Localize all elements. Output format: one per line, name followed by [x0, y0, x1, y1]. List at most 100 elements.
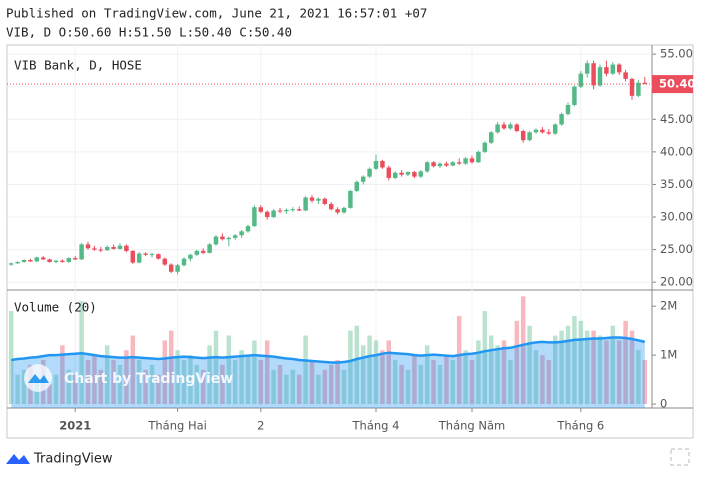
candle-body: [124, 245, 129, 251]
volume-bar: [392, 360, 398, 405]
volume-bar: [367, 335, 372, 405]
volume-bar: [418, 364, 424, 405]
volume-bar: [584, 330, 590, 405]
volume-bar: [360, 345, 366, 405]
volume-bar: [386, 340, 392, 405]
candle-body: [111, 246, 116, 249]
volume-bar: [508, 360, 513, 405]
volume-bar: [328, 364, 334, 405]
volume-bar: [200, 369, 206, 405]
candle-body: [514, 124, 520, 132]
candle-body: [476, 151, 481, 163]
candle-body: [34, 257, 40, 262]
x-tick-label: Tháng Hai: [147, 419, 207, 433]
volume-y-tick-label: 2M: [660, 299, 677, 313]
symbol-title: VIB Bank, D, HOSE: [14, 58, 142, 73]
candle-body: [66, 258, 72, 262]
volume-bar: [15, 374, 20, 405]
candle-body: [444, 163, 449, 166]
volume-bar: [380, 350, 385, 405]
volume-bar: [629, 330, 635, 405]
candle-body: [552, 124, 558, 134]
volume-bar: [8, 311, 14, 405]
candle-body: [213, 236, 219, 245]
volume-bar: [188, 355, 193, 405]
volume-bar: [85, 360, 91, 405]
candle-body: [565, 104, 571, 115]
volume-y-tick-label: 0: [660, 397, 667, 411]
volume-bar: [181, 360, 187, 405]
candle-body: [322, 198, 328, 204]
volume-bar: [245, 355, 251, 405]
volume-bar: [527, 325, 532, 405]
volume-bar: [597, 335, 603, 405]
candle-body: [450, 162, 456, 166]
candle-body: [469, 158, 475, 163]
candle-body: [53, 260, 59, 262]
volume-bar: [226, 335, 232, 405]
volume-bar: [488, 335, 494, 405]
volume-bar: [444, 355, 449, 405]
candle-body: [584, 63, 590, 74]
candle-body: [85, 244, 91, 249]
candle-body: [162, 258, 168, 265]
volume-bar: [546, 360, 552, 405]
watermark: Chart by TradingView: [24, 364, 233, 392]
candle-body: [245, 226, 251, 232]
volume-bar: [130, 335, 136, 405]
volume-bar: [642, 360, 648, 405]
chart-frame: [6, 44, 694, 439]
volume-bar: [476, 340, 481, 405]
volume-bar: [437, 364, 443, 405]
price-pane: 50.40: [7, 60, 695, 275]
volume-ma-line: [11, 336, 646, 364]
candle-body: [40, 257, 46, 260]
volume-bar: [610, 325, 616, 405]
volume-bar: [168, 330, 174, 405]
candle-body: [508, 124, 513, 129]
candle-body: [194, 250, 200, 255]
candle-body: [258, 207, 264, 212]
volume-bar: [213, 330, 219, 405]
candle-body: [373, 160, 379, 169]
volume-bar: [431, 360, 436, 405]
candle-body: [28, 260, 33, 262]
candle-body: [220, 236, 225, 240]
volume-bar: [47, 384, 52, 405]
volume-bar: [604, 340, 609, 405]
candle-body: [277, 210, 283, 212]
y-tick-label: 35.00: [660, 177, 693, 191]
candle-body: [200, 250, 206, 253]
volume-bar: [264, 340, 270, 405]
candle-body: [392, 172, 398, 178]
watermark-text: Chart by TradingView: [64, 371, 233, 387]
volume-bar: [636, 350, 641, 405]
fullscreen-icon[interactable]: [670, 448, 690, 466]
volume-bar: [424, 345, 430, 405]
footer-brand[interactable]: TradingView: [33, 452, 113, 467]
candle-body: [188, 254, 193, 259]
volume-bar: [72, 374, 78, 405]
candle-body: [463, 158, 468, 164]
volume-bar: [578, 320, 584, 405]
last-price-box: [652, 75, 693, 94]
candle-body: [232, 235, 238, 238]
volume-bar: [117, 364, 123, 405]
candle-body: [604, 67, 609, 74]
candle-body: [540, 129, 545, 133]
last-price-label: 50.40: [659, 77, 695, 91]
footer-icon: [6, 454, 30, 464]
candle-body: [367, 168, 372, 177]
candle-body: [418, 171, 424, 177]
candle-body: [104, 246, 110, 251]
candle-body: [597, 67, 603, 86]
volume-bar: [520, 296, 526, 405]
y-tick-label: 40.00: [660, 144, 693, 158]
candle-body: [482, 142, 488, 152]
volume-bar: [271, 369, 276, 405]
volume-bar: [111, 360, 116, 405]
volume-bar: [66, 369, 72, 405]
volume-bar: [456, 315, 462, 405]
volume-bar: [572, 315, 577, 405]
